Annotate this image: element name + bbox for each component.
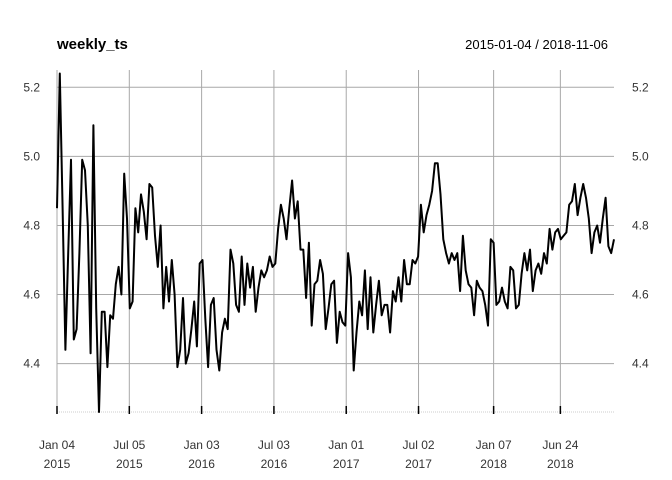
series-line (56, 72, 615, 413)
y-tick-label-left: 4.4 (23, 357, 40, 371)
y-axis-left: 4.4 4.6 4.8 5.0 5.2 (23, 80, 40, 370)
x-gridlines (56, 70, 561, 412)
y-tick-label-right: 5.2 (632, 80, 649, 94)
y-tick-label-left: 4.6 (23, 288, 40, 302)
y-tick-label-right: 4.8 (632, 218, 649, 232)
x-tick-label: Jul 03 (258, 438, 290, 452)
x-tick-year: 2017 (333, 457, 360, 471)
y-tick-label-left: 5.2 (23, 80, 40, 94)
y-tick-label-left: 4.8 (23, 218, 40, 232)
x-tick-label: Jul 05 (113, 438, 145, 452)
x-tick-year: 2016 (188, 457, 215, 471)
y-tick-label-right: 4.6 (632, 288, 649, 302)
x-tick-label: Jan 01 (328, 438, 364, 452)
y-gridlines (57, 86, 614, 365)
x-tick-label: Jun 24 (542, 438, 578, 452)
chart-title: weekly_ts (56, 36, 128, 53)
y-tick-label-right: 5.0 (632, 149, 649, 163)
x-tick-label: Jul 02 (403, 438, 435, 452)
x-tick-year: 2015 (44, 457, 71, 471)
x-tick-label: Jan 04 (39, 438, 75, 452)
x-tick-year: 2015 (116, 457, 143, 471)
x-tick-label: Jan 03 (184, 438, 220, 452)
x-tick-year: 2017 (405, 457, 432, 471)
x-axis: Jan 04 2015 Jul 05 2015 Jan 03 2016 Jul 03 2016… (39, 406, 614, 471)
date-range-label: 2015-01-04 / 2018-11-06 (465, 37, 608, 52)
x-tick-label: Jan 07 (476, 438, 512, 452)
y-axis-right: 4.4 4.6 4.8 5.0 5.2 (632, 80, 649, 370)
x-tick-year: 2016 (261, 457, 288, 471)
x-tick-year: 2018 (480, 457, 507, 471)
x-tick-year: 2018 (547, 457, 574, 471)
y-tick-label-right: 4.4 (632, 357, 649, 371)
y-tick-label-left: 5.0 (23, 149, 40, 163)
